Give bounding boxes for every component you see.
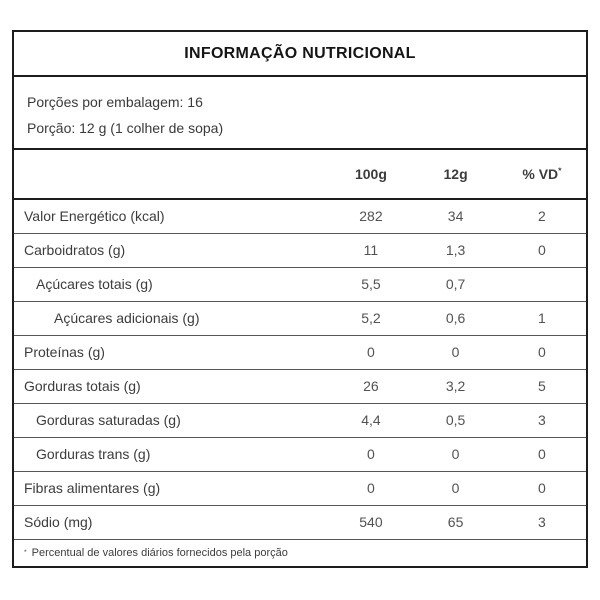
table-row: Açúcares adicionais (g) 5,2 0,6 1 <box>14 301 586 335</box>
value-12g: 0 <box>451 480 460 496</box>
table-row: Fibras alimentares (g) 0 0 0 <box>14 471 586 505</box>
table-title: INFORMAÇÃO NUTRICIONAL <box>14 32 586 77</box>
value-12g: 0,6 <box>445 310 466 326</box>
nutrient-label: Açúcares totais (g) <box>36 276 153 292</box>
value-12g: 0 <box>451 344 460 360</box>
table-row: Gorduras saturadas (g) 4,4 0,5 3 <box>14 403 586 437</box>
value-100g: 5,5 <box>361 276 381 292</box>
value-100g: 0 <box>367 344 375 360</box>
value-12g: 65 <box>447 514 464 530</box>
nutrient-label: Valor Energético (kcal) <box>24 208 165 225</box>
daily-value-asterisk: * <box>558 165 562 176</box>
nutrient-label: Gorduras saturadas (g) <box>36 412 181 428</box>
value-100g: 282 <box>359 208 383 225</box>
table-row: Valor Energético (kcal) 282 34 2 <box>14 199 586 233</box>
value-12g: 3,2 <box>445 378 466 394</box>
nutrient-label: Sódio (mg) <box>24 514 93 530</box>
table-row: Proteínas (g) 0 0 0 <box>14 335 586 369</box>
value-100g: 0 <box>367 446 375 462</box>
table-row: Gorduras trans (g) 0 0 0 <box>14 437 586 471</box>
column-header-daily-value: % VD* <box>522 165 562 182</box>
nutrient-label: Fibras alimentares (g) <box>24 480 161 496</box>
nutrient-label: Proteínas (g) <box>24 344 105 360</box>
servings-section: Porções por embalagem: 16 Porção: 12 g (… <box>14 77 586 150</box>
value-daily-value: 5 <box>538 378 546 394</box>
value-12g: 0 <box>451 446 460 462</box>
value-100g: 540 <box>359 514 383 530</box>
servings-per-package: Porções por embalagem: 16 <box>27 94 203 110</box>
value-daily-value: 3 <box>538 514 546 530</box>
nutrient-label: Gorduras totais (g) <box>24 378 141 394</box>
footnote-text: Percentual de valores diários fornecidos… <box>31 546 288 559</box>
nutrient-label: Gorduras trans (g) <box>36 446 151 462</box>
value-100g: 0 <box>367 480 375 496</box>
value-12g: 1,3 <box>445 242 466 258</box>
nutrient-label: Carboidratos (g) <box>24 242 126 258</box>
column-header-12g: 12g <box>443 166 468 182</box>
value-100g: 5,2 <box>361 310 381 326</box>
value-daily-value: 0 <box>538 242 546 258</box>
table-row: Carboidratos (g) 11 1,3 0 <box>14 233 586 267</box>
value-daily-value <box>498 267 586 301</box>
table-row: Sódio (mg) 540 65 3 <box>14 505 586 539</box>
value-12g: 0,7 <box>445 276 466 292</box>
column-header-100g: 100g <box>354 166 387 182</box>
value-100g: 4,4 <box>361 412 381 428</box>
column-header-row: 100g 12g % VD* <box>14 150 586 199</box>
table-row: Gorduras totais (g) 26 3,2 5 <box>14 369 586 403</box>
value-daily-value: 0 <box>538 344 546 360</box>
value-daily-value: 0 <box>538 480 546 496</box>
column-header-empty <box>14 150 329 199</box>
value-12g: 0,5 <box>445 412 466 428</box>
value-daily-value: 3 <box>538 412 546 428</box>
value-100g: 11 <box>363 242 379 258</box>
table-row: Açúcares totais (g) 5,5 0,7 <box>14 267 586 301</box>
footnote: * Percentual de valores diários fornecid… <box>24 546 288 559</box>
nutrient-values-table: 100g 12g % VD* Valor Energético (kcal) 2… <box>14 150 586 540</box>
value-daily-value: 0 <box>538 446 546 462</box>
value-100g: 26 <box>363 378 379 394</box>
value-daily-value: 2 <box>538 208 546 225</box>
nutrient-label: Açúcares adicionais (g) <box>54 310 200 326</box>
value-daily-value: 1 <box>538 310 546 326</box>
value-12g: 34 <box>447 208 464 225</box>
portion-size: Porção: 12 g (1 colher de sopa) <box>27 120 224 136</box>
nutrition-facts-table: INFORMAÇÃO NUTRICIONAL Porções por embal… <box>12 30 588 568</box>
